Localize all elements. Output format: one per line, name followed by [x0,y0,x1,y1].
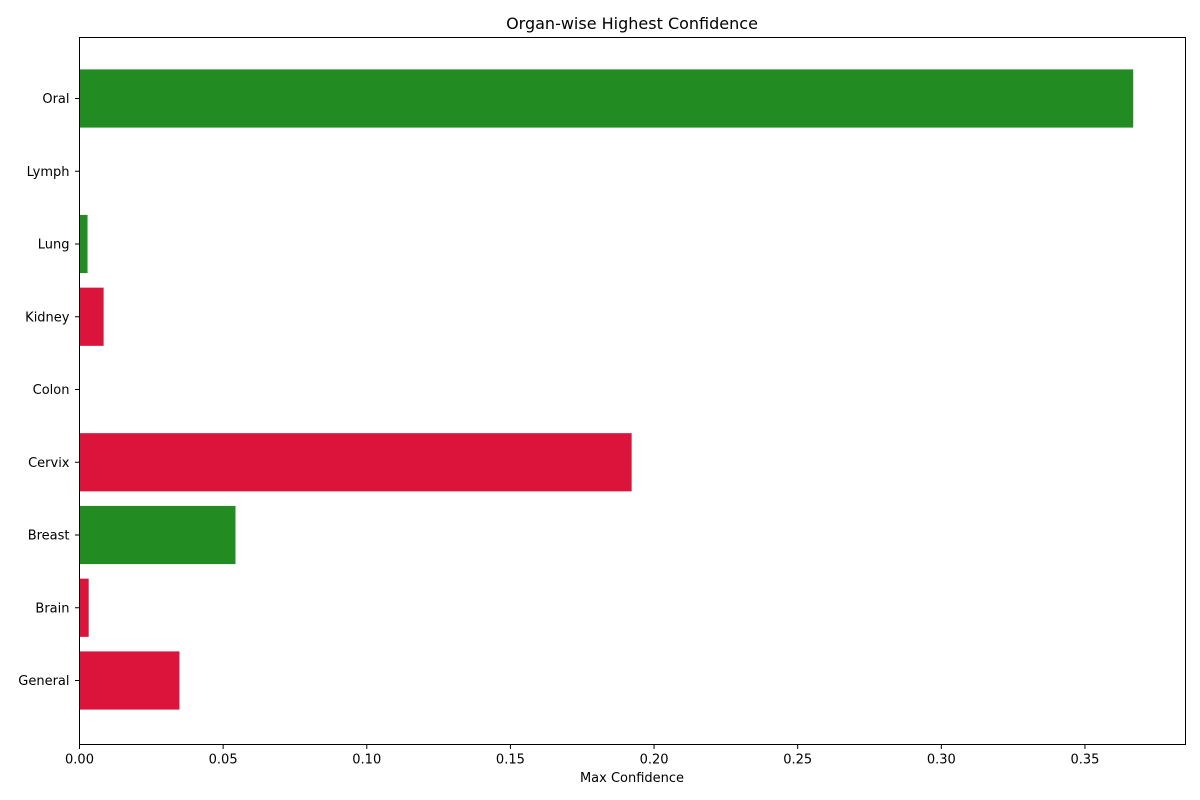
y-tick-label-brain: Brain [35,601,69,616]
bar-lung [79,214,88,274]
y-tick-label-lymph: Lymph [27,165,70,180]
bar-general [79,651,180,710]
y-tick-label-oral: Oral [42,92,69,107]
bar-cervix [79,433,632,492]
x-axis: 0.00 0.05 0.10 0.15 0.20 0.25 0.30 0.35 [65,744,1099,768]
x-tick-label: 0.15 [496,753,525,768]
x-tick-label: 0.35 [1070,753,1099,768]
bar-kidney [79,287,104,346]
y-tick-label-general: General [18,674,69,689]
x-tick-label: 0.05 [209,753,238,768]
chart-title: Organ-wise Highest Confidence [506,14,758,33]
y-tick-label-colon: Colon [33,383,70,398]
x-axis-label: Max Confidence [580,771,684,786]
x-tick-label: 0.30 [927,753,956,768]
y-axis: General Brain Breast Cervix Colon Kidney Lung L… [18,92,80,689]
bar-breast [79,505,236,565]
plot-frame [79,37,1186,745]
y-tick-label-lung: Lung [38,238,70,253]
x-tick-label: 0.00 [65,753,94,768]
bars-group [79,69,1134,710]
x-tick-label: 0.20 [640,753,669,768]
y-tick-label-cervix: Cervix [28,456,70,471]
bar-brain [79,578,89,637]
x-tick-label: 0.25 [783,753,812,768]
x-tick-label: 0.10 [352,753,381,768]
y-tick-label-kidney: Kidney [25,310,70,325]
bar-oral [79,69,1134,128]
y-tick-label-breast: Breast [28,529,70,544]
